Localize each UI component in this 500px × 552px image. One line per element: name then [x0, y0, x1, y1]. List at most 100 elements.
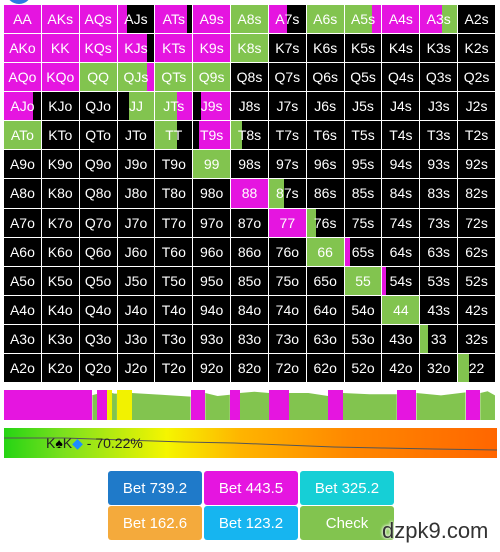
- hand-cell[interactable]: AA: [4, 5, 41, 34]
- hand-cell[interactable]: QJs: [117, 63, 155, 92]
- hand-cell[interactable]: T3o: [155, 324, 193, 353]
- hand-cell[interactable]: J6o: [117, 237, 155, 266]
- hand-cell[interactable]: J3o: [117, 324, 155, 353]
- hand-cell[interactable]: 82o: [231, 353, 268, 382]
- hand-cell[interactable]: 76s: [306, 208, 344, 237]
- hand-cell[interactable]: Q3s: [420, 63, 458, 92]
- hand-cell[interactable]: A9o: [4, 150, 41, 179]
- hand-cell[interactable]: KQs: [79, 34, 117, 63]
- hand-cell[interactable]: K6o: [41, 237, 79, 266]
- hand-cell[interactable]: 44: [382, 295, 420, 324]
- hand-cell[interactable]: T9s: [193, 121, 231, 150]
- hand-cell[interactable]: AQo: [4, 63, 41, 92]
- hand-cell[interactable]: A2o: [4, 353, 41, 382]
- bet-162-button[interactable]: Bet 162.6: [108, 506, 202, 540]
- hand-cell[interactable]: A7o: [4, 208, 41, 237]
- hand-cell[interactable]: A8o: [4, 179, 41, 208]
- hand-cell[interactable]: J3s: [420, 92, 458, 121]
- bet-739-button[interactable]: Bet 739.2: [108, 471, 202, 505]
- hand-cell[interactable]: 82s: [458, 179, 495, 208]
- hand-cell[interactable]: 97s: [268, 150, 306, 179]
- hand-cell[interactable]: A9s: [193, 5, 231, 34]
- hand-cell[interactable]: 64s: [382, 237, 420, 266]
- hand-cell[interactable]: 43s: [420, 295, 458, 324]
- hand-cell[interactable]: J7s: [268, 92, 306, 121]
- hand-cell[interactable]: KJo: [41, 92, 79, 121]
- hand-cell[interactable]: K5o: [41, 266, 79, 295]
- hand-cell[interactable]: 66: [306, 237, 344, 266]
- hand-cell[interactable]: 92s: [458, 150, 495, 179]
- hand-cell[interactable]: J8s: [231, 92, 268, 121]
- hand-cell[interactable]: 63o: [306, 324, 344, 353]
- hand-cell[interactable]: 83o: [231, 324, 268, 353]
- hand-cell[interactable]: T4o: [155, 295, 193, 324]
- hand-cell[interactable]: J5s: [344, 92, 382, 121]
- hand-cell[interactable]: AJo: [4, 92, 41, 121]
- hand-cell[interactable]: 76o: [268, 237, 306, 266]
- hand-cell[interactable]: 87o: [231, 208, 268, 237]
- hand-cell[interactable]: T9o: [155, 150, 193, 179]
- hand-cell[interactable]: K7o: [41, 208, 79, 237]
- hand-cell[interactable]: Q8o: [79, 179, 117, 208]
- hand-cell[interactable]: 85o: [231, 266, 268, 295]
- hand-cell[interactable]: AQs: [79, 5, 117, 34]
- hand-cell[interactable]: K9s: [193, 34, 231, 63]
- hand-cell[interactable]: A8s: [231, 5, 268, 34]
- hand-cell[interactable]: A6o: [4, 237, 41, 266]
- hand-cell[interactable]: Q2o: [79, 353, 117, 382]
- hand-cell[interactable]: J7o: [117, 208, 155, 237]
- hand-cell[interactable]: 98o: [193, 179, 231, 208]
- hand-cell[interactable]: K4s: [382, 34, 420, 63]
- hand-cell[interactable]: K3s: [420, 34, 458, 63]
- hand-cell[interactable]: AKs: [41, 5, 79, 34]
- hand-cell[interactable]: 65s: [344, 237, 382, 266]
- hand-cell[interactable]: T7s: [268, 121, 306, 150]
- hand-cell[interactable]: Q6s: [306, 63, 344, 92]
- hand-cell[interactable]: T2o: [155, 353, 193, 382]
- hand-cell[interactable]: 85s: [344, 179, 382, 208]
- hand-cell[interactable]: A6s: [306, 5, 344, 34]
- hand-cell[interactable]: 73o: [268, 324, 306, 353]
- hand-cell[interactable]: A3o: [4, 324, 41, 353]
- hand-cell[interactable]: T5s: [344, 121, 382, 150]
- hand-cell[interactable]: K6s: [306, 34, 344, 63]
- hand-cell[interactable]: K8o: [41, 179, 79, 208]
- hand-cell[interactable]: T7o: [155, 208, 193, 237]
- hand-cell[interactable]: 43o: [382, 324, 420, 353]
- hand-cell[interactable]: 77: [268, 208, 306, 237]
- hand-cell[interactable]: K2s: [458, 34, 495, 63]
- hand-cell[interactable]: TT: [155, 121, 193, 150]
- hand-cell[interactable]: A5o: [4, 266, 41, 295]
- bet-443-button[interactable]: Bet 443.5: [204, 471, 298, 505]
- hand-cell[interactable]: J9o: [117, 150, 155, 179]
- hand-cell[interactable]: 94o: [193, 295, 231, 324]
- hand-cell[interactable]: T6o: [155, 237, 193, 266]
- hand-cell[interactable]: A3s: [420, 5, 458, 34]
- hand-cell[interactable]: T5o: [155, 266, 193, 295]
- hand-cell[interactable]: AJs: [117, 5, 155, 34]
- hand-cell[interactable]: KJs: [117, 34, 155, 63]
- hand-cell[interactable]: 63s: [420, 237, 458, 266]
- hand-cell[interactable]: T6s: [306, 121, 344, 150]
- hand-cell[interactable]: 74o: [268, 295, 306, 324]
- hand-cell[interactable]: JTo: [117, 121, 155, 150]
- hand-cell[interactable]: Q7s: [268, 63, 306, 92]
- hand-cell[interactable]: A5s: [344, 5, 382, 34]
- hand-cell[interactable]: 62o: [306, 353, 344, 382]
- hand-cell[interactable]: 99: [193, 150, 231, 179]
- hand-cell[interactable]: KTs: [155, 34, 193, 63]
- hand-cell[interactable]: 93s: [420, 150, 458, 179]
- hand-cell[interactable]: 52s: [458, 266, 495, 295]
- hand-cell[interactable]: J8o: [117, 179, 155, 208]
- hand-cell[interactable]: A4o: [4, 295, 41, 324]
- hand-cell[interactable]: K9o: [41, 150, 79, 179]
- hand-cell[interactable]: Q6o: [79, 237, 117, 266]
- check-button[interactable]: Check: [300, 506, 394, 540]
- hand-cell[interactable]: 32o: [420, 353, 458, 382]
- hand-cell[interactable]: Q2s: [458, 63, 495, 92]
- hand-cell[interactable]: 42o: [382, 353, 420, 382]
- hand-cell[interactable]: 98s: [231, 150, 268, 179]
- hand-cell[interactable]: KQo: [41, 63, 79, 92]
- hand-cell[interactable]: T8s: [231, 121, 268, 150]
- hand-cell[interactable]: QTo: [79, 121, 117, 150]
